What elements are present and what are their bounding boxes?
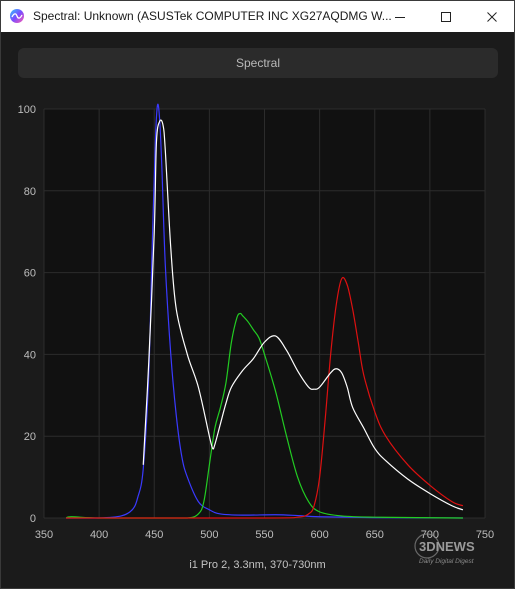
x-tick-label-750: 750 [476,529,494,541]
spectral-chart: 350 400 450 500 550 600 650 700 750 0 20 40 60 80 100 [1,93,514,588]
y-tick-label-60: 60 [24,268,36,280]
title-bar[interactable]: Spectral: Unknown (ASUSTek COMPUTER INC … [1,1,514,32]
x-tick-label-400: 400 [90,529,108,541]
series-line-blue [66,103,463,519]
y-tick-label-80: 80 [24,186,36,198]
minimize-icon [395,16,405,18]
series-line-green [65,312,463,519]
x-tick-label-350: 350 [35,529,53,541]
chart-caption: i1 Pro 2, 3.3nm, 370-730nm [189,559,326,571]
y-tick-label-0: 0 [30,513,36,525]
x-tick-label-550: 550 [255,529,273,541]
window-title: Spectral: Unknown (ASUSTek COMPUTER INC … [33,9,392,23]
minimize-button[interactable] [377,1,423,32]
series-line-white [142,119,464,511]
y-tick-label-20: 20 [24,431,36,443]
spectral-app-icon [10,9,24,23]
watermark-logo: 3DNEWS Daily Digital Digest [414,533,475,565]
y-tick-label-40: 40 [24,349,36,361]
maximize-icon [441,11,451,22]
close-button[interactable] [469,1,514,32]
x-tick-label-500: 500 [200,529,218,541]
x-tick-label-600: 600 [310,529,328,541]
watermark-brand: 3DNEWS [419,539,475,554]
spectral-chart-svg: 350 400 450 500 550 600 650 700 750 0 20 40 60 80 100 [18,103,494,541]
series-line-red [66,276,464,519]
x-tick-label-700: 700 [421,529,439,541]
y-tick-label-100: 100 [18,104,36,116]
spectral-mode-button[interactable]: Spectral [18,48,498,78]
x-tick-label-650: 650 [366,529,384,541]
close-icon [487,11,497,22]
maximize-button[interactable] [423,1,469,32]
x-tick-label-450: 450 [145,529,163,541]
watermark-tagline: Daily Digital Digest [419,558,475,565]
